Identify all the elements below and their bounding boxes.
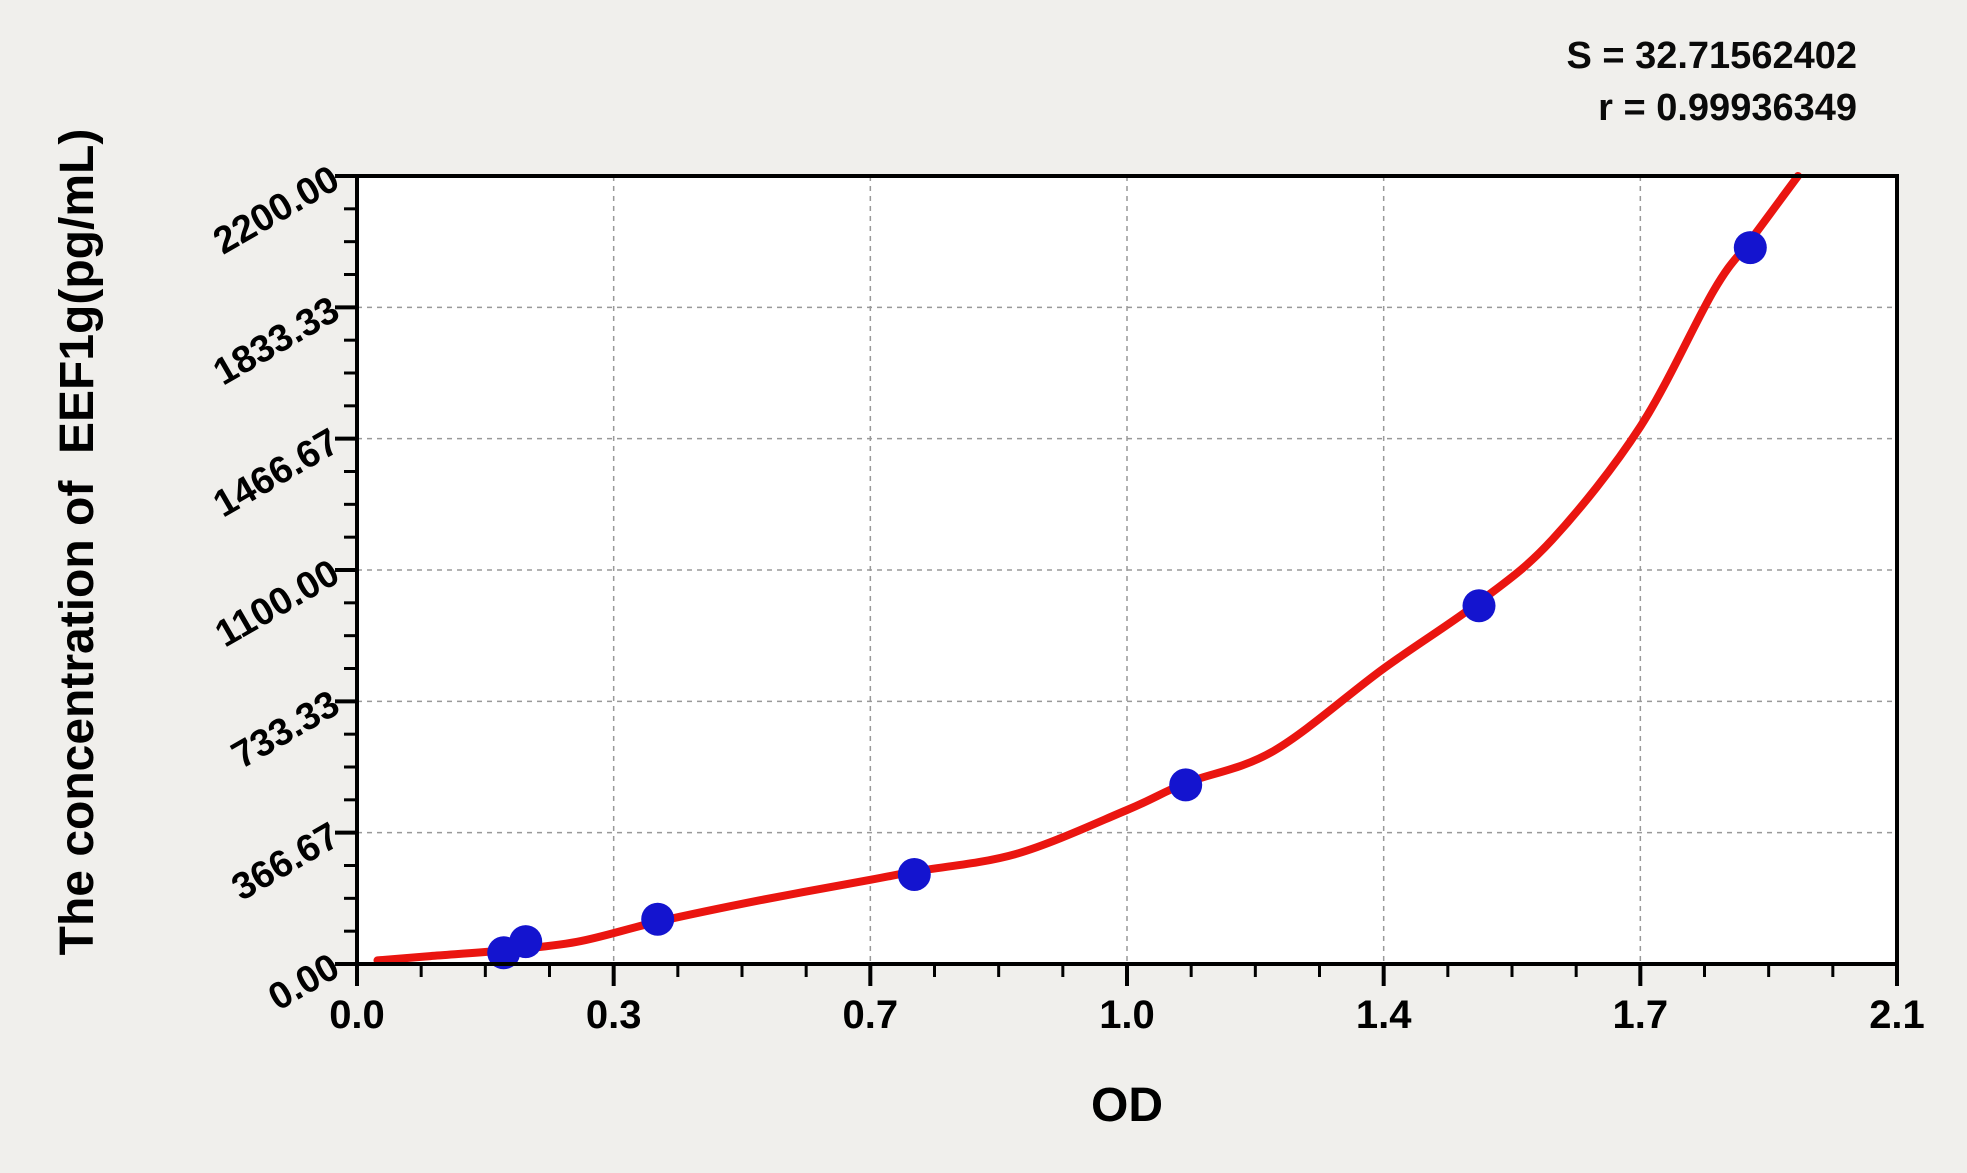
stats-block: S = 32.71562402 r = 0.99936349 bbox=[1250, 30, 1857, 134]
data-point bbox=[1169, 768, 1203, 802]
data-point bbox=[897, 858, 931, 891]
x-tick-label: 0.7 bbox=[842, 993, 899, 1037]
x-tick-label: 0.0 bbox=[329, 993, 385, 1037]
data-point bbox=[1733, 231, 1767, 265]
x-tick-label: 2.1 bbox=[1869, 993, 1925, 1037]
x-tick-label: 1.7 bbox=[1612, 993, 1669, 1037]
x-tick-label: 1.0 bbox=[1099, 993, 1155, 1037]
data-point bbox=[509, 925, 543, 959]
x-axis-title: OD bbox=[1091, 1079, 1163, 1132]
x-tick-label: 0.3 bbox=[585, 993, 642, 1037]
plot-frame bbox=[355, 174, 1899, 966]
data-point bbox=[1462, 589, 1496, 623]
stats-r-value: r = 0.99936349 bbox=[1598, 87, 1857, 129]
data-point bbox=[641, 902, 675, 936]
standard-curve-line bbox=[373, 172, 1802, 965]
stats-s-value: S = 32.71562402 bbox=[1566, 35, 1857, 77]
x-tick-label: 1.4 bbox=[1355, 993, 1412, 1037]
